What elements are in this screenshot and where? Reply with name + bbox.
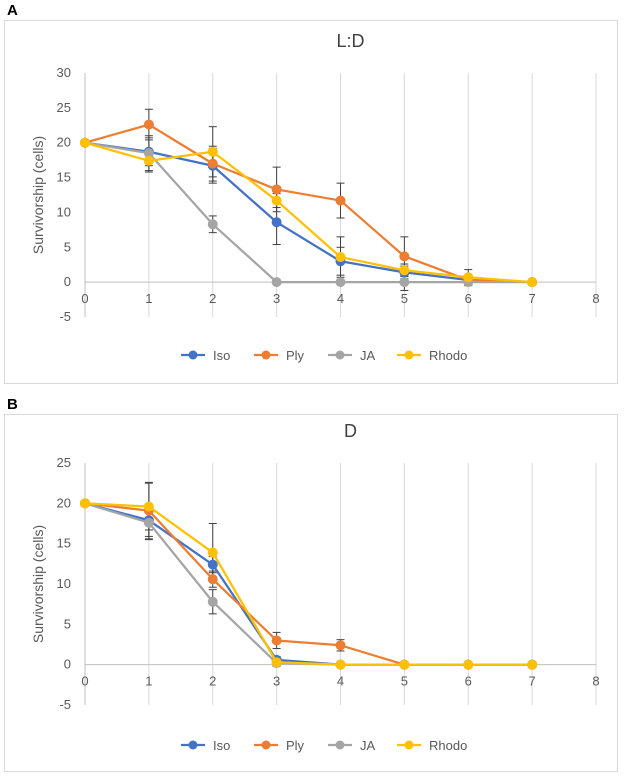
data-point-rhodo: [207, 547, 218, 558]
legend-marker-rhodo: [404, 740, 414, 750]
data-point-rhodo: [399, 265, 410, 276]
x-tick-label: 2: [209, 674, 216, 689]
data-point-ply: [335, 195, 346, 206]
data-point-rhodo: [399, 659, 410, 670]
x-tick-label: 0: [81, 674, 88, 689]
legend-marker-iso: [188, 350, 198, 360]
x-tick-label: 5: [401, 674, 408, 689]
data-point-ply: [207, 574, 218, 585]
y-tick-label: -5: [59, 309, 71, 324]
y-tick-label: 15: [57, 536, 71, 551]
data-point-ply: [399, 251, 410, 262]
x-tick-label: 3: [273, 674, 280, 689]
data-point-ply: [271, 635, 282, 646]
data-point-rhodo: [463, 272, 474, 283]
series-line-rhodo: [84, 502, 533, 666]
chart-title: L:D: [336, 31, 364, 51]
legend-label-iso: Iso: [213, 348, 230, 363]
x-tick-label: 7: [529, 291, 536, 306]
panel-a-label: A: [7, 2, 18, 19]
y-tick-label: 25: [57, 100, 71, 115]
legend-marker-ja: [335, 740, 345, 750]
x-tick-label: 0: [81, 291, 88, 306]
y-tick-label: 5: [64, 616, 71, 631]
chart-a-container: L:D -5 0 5 10 15 20 25 30 0 1 2 3 4 5 6 7 8 Survivorship (…: [4, 20, 618, 384]
data-point-ja: [271, 277, 282, 288]
series-line-iso: [84, 141, 533, 284]
x-tick-label: 4: [337, 674, 344, 689]
y-tick-label: -5: [59, 697, 71, 712]
data-point-rhodo: [80, 137, 90, 148]
y-tick-label: 10: [57, 576, 71, 591]
x-tick-label: 7: [529, 674, 536, 689]
legend-label-rhodo: Rhodo: [429, 738, 467, 753]
data-point-rhodo: [80, 498, 90, 509]
data-point-ply: [143, 119, 154, 130]
y-axis-label: Survivorship (cells): [30, 136, 46, 254]
y-tick-label: 10: [57, 204, 71, 219]
series-line-ja: [84, 502, 533, 666]
series-line-rhodo: [84, 141, 533, 284]
legend-label-ply: Ply: [286, 348, 305, 363]
y-tick-label: 20: [57, 135, 71, 150]
chart-a: L:D -5 0 5 10 15 20 25 30 0 1 2 3 4 5 6 7 8 Survivorship (…: [30, 31, 600, 363]
x-tick-label: 3: [273, 291, 280, 306]
data-point-rhodo: [335, 659, 346, 670]
x-tick-label: 5: [401, 291, 408, 306]
chart-title: D: [344, 421, 357, 441]
y-tick-label: 15: [57, 170, 71, 185]
data-point-ja: [207, 596, 218, 607]
x-tick-label: 1: [145, 674, 152, 689]
x-tick-label: 1: [145, 291, 152, 306]
legend-marker-ply: [261, 350, 271, 360]
y-tick-label: 30: [57, 65, 71, 80]
legend-marker-rhodo: [404, 350, 414, 360]
legend-marker-ply: [261, 740, 271, 750]
legend-marker-iso: [188, 740, 198, 750]
data-point-ply: [271, 184, 282, 195]
y-tick-label: 25: [57, 455, 71, 470]
data-point-rhodo: [207, 146, 218, 157]
x-tick-label: 8: [592, 674, 599, 689]
chart-b: D -5 0 5 10 15 20 25 0 1 2 3 4 5 6 7 8 Survivorship (cell…: [30, 421, 600, 753]
data-point-ja: [207, 219, 218, 230]
data-point-rhodo: [271, 195, 282, 206]
y-tick-label: 0: [64, 274, 71, 289]
data-point-rhodo: [143, 155, 154, 166]
data-point-iso: [271, 217, 282, 228]
series-line-ja: [84, 141, 533, 284]
chart-b-container: D -5 0 5 10 15 20 25 0 1 2 3 4 5 6 7 8 Survivorship (cell…: [4, 414, 618, 772]
x-tick-label: 6: [465, 674, 472, 689]
y-axis-label: Survivorship (cells): [30, 525, 46, 643]
legend-label-ply: Ply: [286, 738, 305, 753]
y-tick-label: 5: [64, 239, 71, 254]
data-point-ja: [335, 277, 346, 288]
data-point-rhodo: [143, 501, 154, 512]
data-point-ja: [399, 277, 410, 288]
panel-b-label: B: [7, 396, 18, 413]
legend-label-ja: JA: [360, 738, 376, 753]
data-point-rhodo: [527, 659, 538, 670]
legend-marker-ja: [335, 350, 345, 360]
legend-label-ja: JA: [360, 348, 376, 363]
data-point-ply: [335, 640, 346, 651]
data-point-rhodo: [335, 252, 346, 263]
x-tick-label: 4: [337, 291, 344, 306]
data-point-iso: [207, 559, 218, 570]
x-tick-label: 2: [209, 291, 216, 306]
legend-label-iso: Iso: [213, 738, 230, 753]
data-point-rhodo: [271, 657, 282, 668]
data-point-rhodo: [527, 277, 538, 288]
x-tick-label: 6: [465, 291, 472, 306]
x-tick-label: 8: [592, 291, 599, 306]
y-tick-label: 0: [64, 657, 71, 672]
legend-label-rhodo: Rhodo: [429, 348, 467, 363]
data-point-ply: [207, 158, 218, 169]
data-point-ja: [143, 517, 154, 528]
y-tick-label: 20: [57, 495, 71, 510]
data-point-rhodo: [463, 659, 474, 670]
